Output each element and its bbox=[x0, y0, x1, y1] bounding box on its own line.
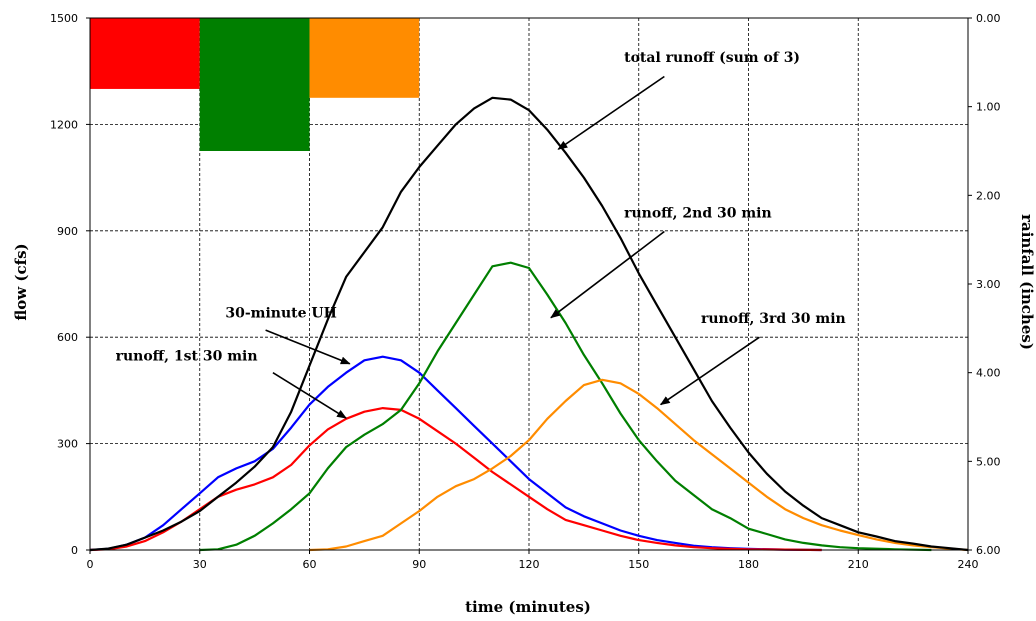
y2-tick-label: 2.00 bbox=[976, 189, 1001, 202]
x-tick-label: 150 bbox=[628, 558, 649, 571]
x-tick-label: 180 bbox=[738, 558, 759, 571]
annotation-arrow bbox=[550, 230, 665, 319]
y2-tick-label: 1.00 bbox=[976, 101, 1001, 114]
annotation-label: runoff, 1st 30 min bbox=[116, 348, 258, 364]
y-tick-label: 0 bbox=[71, 544, 78, 557]
y2-tick-label: 4.00 bbox=[976, 367, 1001, 380]
runoff-series bbox=[89, 96, 969, 552]
y2-tick-label: 6.00 bbox=[976, 544, 1001, 557]
series-line-5 bbox=[89, 96, 969, 552]
annotation-arrow bbox=[557, 75, 665, 150]
y2-axis-title: rainfall (inches) bbox=[1018, 214, 1036, 350]
axes bbox=[86, 17, 972, 554]
series-line-4 bbox=[309, 378, 969, 552]
rainfall-bar-2 bbox=[199, 18, 310, 151]
annotation-arrow bbox=[265, 329, 351, 365]
annotation-arrow bbox=[272, 371, 347, 419]
y-tick-label: 600 bbox=[57, 331, 78, 344]
annotation-label: runoff, 2nd 30 min bbox=[624, 205, 772, 221]
x-tick-label: 210 bbox=[848, 558, 869, 571]
y-tick-label: 300 bbox=[57, 438, 78, 451]
y2-tick-label: 3.00 bbox=[976, 278, 1001, 291]
x-tick-label: 30 bbox=[193, 558, 207, 571]
x-tick-label: 90 bbox=[412, 558, 426, 571]
x-tick-label: 240 bbox=[958, 558, 979, 571]
annotation-label: runoff, 3rd 30 min bbox=[701, 311, 846, 327]
annotation-label: 30-minute UH bbox=[225, 306, 336, 322]
annotation-arrow bbox=[659, 336, 760, 406]
y-tick-label: 1500 bbox=[50, 12, 78, 25]
y-tick-label: 1200 bbox=[50, 118, 78, 131]
y-tick-label: 900 bbox=[57, 225, 78, 238]
annotation-label: total runoff (sum of 3) bbox=[624, 50, 800, 66]
series-line-1 bbox=[89, 355, 822, 552]
y2-tick-label: 0.00 bbox=[976, 12, 1001, 25]
y2-tick-label: 5.00 bbox=[976, 455, 1001, 468]
annotations: total runoff (sum of 3) runoff, 2nd 30 mi… bbox=[116, 50, 846, 419]
series-line-3 bbox=[199, 261, 932, 552]
rainfall-bar-1 bbox=[90, 18, 200, 89]
y-axis-title: flow (cfs) bbox=[12, 243, 30, 320]
x-axis-title: time (minutes) bbox=[465, 598, 591, 616]
rainfall-bar-3 bbox=[309, 18, 420, 98]
x-tick-label: 60 bbox=[303, 558, 317, 571]
x-tick-label: 120 bbox=[519, 558, 540, 571]
rainfall-bars bbox=[90, 18, 420, 151]
tick-labels: 0 30 60 90 120 150 180 210 240 0 300 600 900 1200 1500… bbox=[50, 12, 1001, 571]
x-tick-label: 0 bbox=[87, 558, 94, 571]
